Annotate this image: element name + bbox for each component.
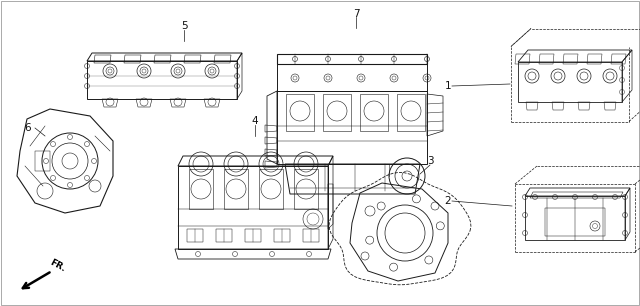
Text: 1: 1: [445, 81, 451, 91]
Text: 7: 7: [353, 9, 359, 19]
Text: 4: 4: [252, 116, 259, 126]
Text: 3: 3: [427, 156, 433, 166]
Text: 6: 6: [25, 123, 31, 133]
Text: FR.: FR.: [48, 258, 67, 274]
Text: 5: 5: [180, 21, 188, 31]
Text: 2: 2: [445, 196, 451, 206]
